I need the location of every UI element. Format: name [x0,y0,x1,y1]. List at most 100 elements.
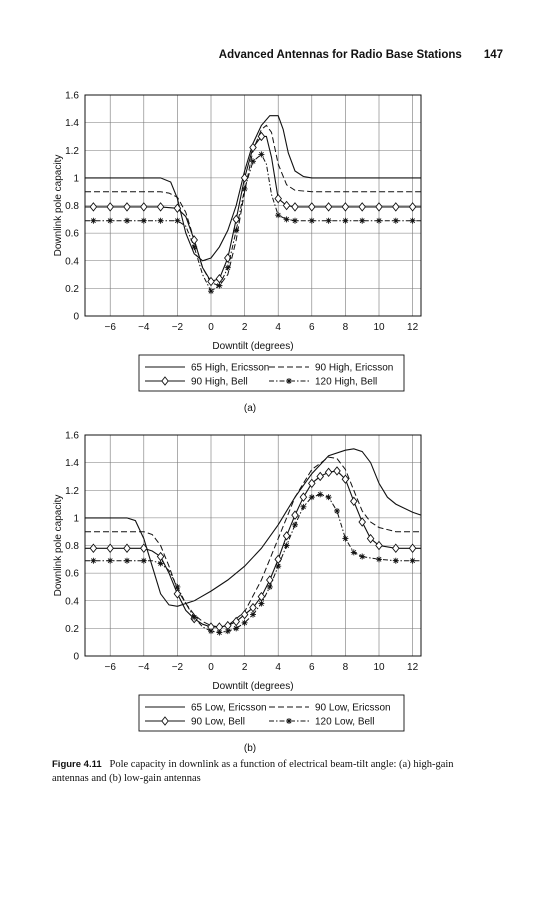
data-point-a-2 [408,202,417,212]
data-point-b-3 [241,619,248,626]
data-point-a-3 [342,217,349,224]
data-point-b-2 [291,510,299,520]
y-tick-label-a: 0.8 [65,201,79,212]
data-point-a-3 [191,243,198,250]
data-point-a-3 [275,212,282,219]
data-point-b-3 [216,629,223,636]
data-point-b-2 [350,496,358,507]
x-tick-label-b: −2 [172,662,184,673]
data-point-a-3 [140,217,147,224]
legend-box-b [138,694,405,732]
x-tick-label-a: 12 [407,322,419,333]
data-point-b-2 [89,543,98,553]
data-point-a-3 [376,217,382,224]
chart-a: −6 −4 −2 0 2 4 6 8 10 12 0 0.2 0.4 0.6 0.8 1 1.2 1.4 1.6 Do… [53,91,422,414]
legend-marker-b-3 [286,718,292,724]
data-point-b-3 [292,521,298,528]
legend-box-a [138,354,405,392]
data-point-a-2 [123,202,131,212]
data-point-b-3 [308,494,315,501]
data-point-a-2 [308,202,316,212]
data-point-a-2 [282,200,291,211]
page-number: 147 [483,49,503,61]
data-point-b-2 [324,467,333,478]
legend-label-a-3: 120 High, Bell [315,377,377,388]
data-point-b-3 [250,611,256,618]
data-point-b-3 [359,553,366,560]
data-point-a-2 [207,276,215,287]
y-tick-label-b: 0.4 [65,596,79,607]
data-point-a-3 [224,264,231,271]
legend-marker-a-3 [286,378,292,384]
data-point-b-2 [308,478,316,489]
series-line-a-0 [85,115,421,262]
data-point-a-2 [232,214,240,225]
data-point-b-3 [334,507,340,514]
data-point-b-3 [208,628,214,635]
y-axis-label-a: Downlink pole capacity [53,155,64,257]
legend-marker-a-2 [161,376,169,386]
y-tick-label-b: 0 [73,652,79,663]
data-point-b-2 [333,466,341,476]
y-tick-label-a: 1.4 [65,118,79,129]
y-tick-label-a: 0.4 [65,256,79,267]
data-point-b-2 [274,554,282,565]
plot-frame-b [84,434,422,657]
data-point-b-3 [409,557,416,564]
y-axis-label-b: Downlink pole capacity [53,495,64,597]
data-point-b-2 [140,543,148,553]
data-point-b-3 [258,600,265,607]
data-point-b-3 [342,535,349,542]
x-tick-label-b: −4 [138,662,150,673]
figure-caption: Figure 4.11 Pole capacity in downlink as… [52,758,472,786]
data-point-b-2 [106,543,114,553]
legend-label-a-1: 90 High, Ericsson [315,363,393,374]
data-point-b-3 [283,542,290,549]
data-point-a-3 [124,217,130,224]
data-point-a-3 [392,217,399,224]
data-point-a-3 [283,216,290,223]
data-point-a-3 [325,217,332,224]
x-tick-label-b: −6 [104,662,116,673]
data-point-b-2 [123,543,131,553]
data-point-a-3 [409,217,416,224]
x-tick-label-a: 0 [208,322,214,333]
y-tick-label-a: 0 [73,312,79,323]
x-tick-label-b: 12 [407,662,419,673]
y-tick-label-a: 0.6 [65,229,79,240]
data-point-b-3 [124,557,130,564]
data-point-a-3 [216,282,223,289]
data-point-b-2 [282,531,291,541]
data-point-a-2 [156,202,165,212]
data-point-a-3 [258,151,265,158]
data-point-a-3 [308,217,315,224]
data-point-a-3 [174,217,181,224]
data-point-b-3 [224,628,231,635]
data-point-a-2 [190,235,198,245]
y-tick-label-b: 1.4 [65,458,79,469]
data-point-b-3 [392,557,399,564]
data-point-a-2 [291,202,299,212]
y-tick-label-b: 1.2 [65,486,79,497]
x-tick-label-a: −6 [104,322,116,333]
data-point-a-2 [173,203,182,213]
data-point-b-3 [191,614,198,621]
data-point-b-3 [317,491,324,498]
data-point-b-2 [266,575,274,585]
data-point-b-3 [107,557,114,564]
data-point-b-2 [156,551,165,562]
x-axis-label-a: Downtilt (degrees) [212,341,293,352]
data-point-a-2 [341,202,350,212]
x-tick-label-b: 10 [373,662,385,673]
y-tick-label-a: 0.2 [65,284,79,295]
y-tick-label-a: 1.6 [65,91,79,102]
data-point-b-3 [157,560,164,567]
data-point-b-2 [375,540,383,551]
series-line-b-1 [85,456,421,628]
x-tick-label-a: 2 [242,322,248,333]
y-tick-label-b: 0.6 [65,569,79,580]
legend-label-b-0: 65 Low, Ericsson [191,703,267,714]
running-head: Advanced Antennas for Radio Base Station… [219,49,503,61]
data-point-a-2 [274,193,282,204]
data-point-b-3 [275,563,282,570]
